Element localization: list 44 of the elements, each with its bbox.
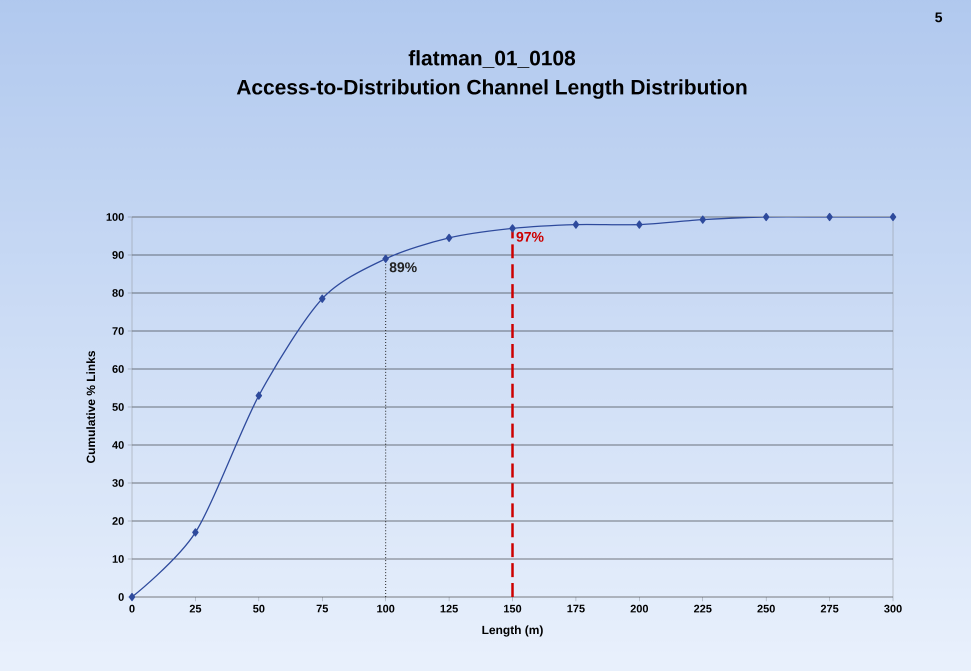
x-tick-label: 50 <box>253 604 264 613</box>
x-tick-label: 75 <box>316 604 328 612</box>
point <box>572 220 580 229</box>
point <box>256 391 262 400</box>
x-tick-label: 200 <box>630 604 648 613</box>
y-tick-label: 50 <box>112 403 124 411</box>
x-tick-label: 150 <box>504 604 522 613</box>
y-tick-label: 0 <box>118 593 124 601</box>
text: 5 <box>935 12 942 22</box>
x-tick-label: 125 <box>440 604 458 613</box>
y-tick-label: 40 <box>112 441 124 449</box>
x-tick-label: 175 <box>567 604 585 612</box>
point <box>318 294 326 303</box>
y-tick-label: 60 <box>112 365 124 373</box>
point <box>890 212 896 222</box>
chart-title: flatman_01_0108 <box>408 50 576 68</box>
annotation: 89% <box>390 262 417 272</box>
x-tick-label: 225 <box>694 604 712 613</box>
point <box>636 220 643 229</box>
y-tick-label: 90 <box>112 251 124 259</box>
point <box>826 212 833 222</box>
x-tick-label: 25 <box>190 604 202 613</box>
chart-subtitle: Access-to-Distribution Channel Length Distribution <box>236 79 746 99</box>
x-axis-title: Length (m) <box>482 625 543 637</box>
x-tick-label: 300 <box>884 604 902 613</box>
point <box>382 254 389 263</box>
y-tick-label: 20 <box>112 517 124 525</box>
point <box>446 234 452 242</box>
point <box>699 216 706 224</box>
y-tick-label: 100 <box>106 213 124 221</box>
y-axis-title: Cumulative % Links <box>86 351 96 463</box>
point <box>509 224 516 233</box>
annotation: 97% <box>516 232 544 242</box>
x-tick-label: 100 <box>377 604 394 613</box>
y-tick-label: 30 <box>112 479 124 487</box>
x-tick-label: 275 <box>820 604 838 613</box>
point <box>762 212 770 222</box>
y-tick-label: 70 <box>112 327 124 335</box>
point <box>192 528 199 537</box>
y-tick-label: 80 <box>112 289 124 297</box>
y-tick-label: 10 <box>112 555 124 563</box>
x-tick-label: 250 <box>757 604 775 613</box>
x-tick-label: 0 <box>129 604 135 613</box>
point <box>128 592 136 602</box>
